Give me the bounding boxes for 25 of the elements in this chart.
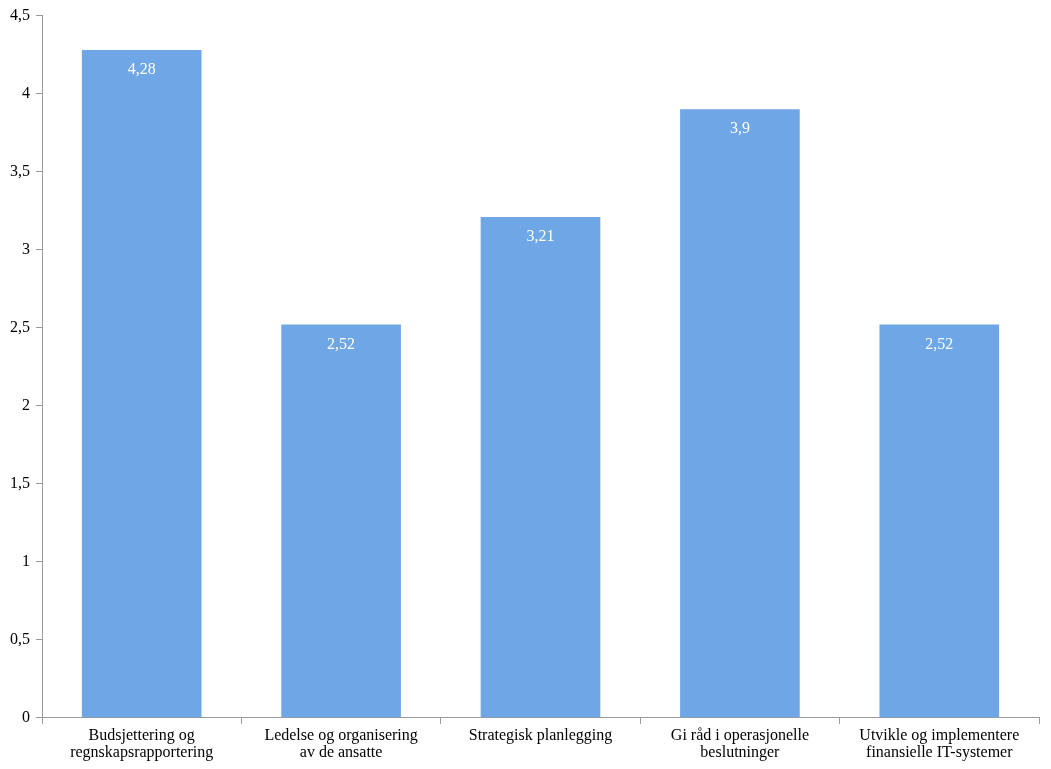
data-label: 3,9 (729, 119, 750, 137)
data-label: 2,52 (925, 334, 954, 352)
x-tick-label: Strategisk planlegging (468, 725, 613, 744)
data-label: 4,28 (127, 60, 156, 78)
bar (879, 324, 1000, 718)
bar (81, 49, 202, 718)
y-tick-label: 3,5 (10, 161, 30, 179)
data-label: 3,21 (526, 227, 555, 245)
bar (281, 324, 401, 718)
y-tick-label: 4,5 (10, 5, 30, 23)
y-tick-label: 1,5 (10, 473, 30, 491)
x-tick-label: Utvikle og implementere finansielle IT-systemer (859, 725, 1020, 762)
x-tick-label: Budsjettering og regnskapsrapportering (70, 725, 214, 762)
y-tick-label: 4 (22, 83, 30, 101)
y-tick-label: 2 (22, 395, 30, 413)
y-tick-label: 1 (22, 551, 30, 569)
y-tick-label: 0 (22, 708, 30, 725)
bar (480, 216, 601, 718)
x-tick-label: Ledelse og organisering av de ansatte (264, 725, 418, 761)
bar (680, 109, 800, 718)
y-tick-label: 3 (22, 239, 30, 257)
y-tick-label: 2,5 (10, 317, 30, 335)
y-tick-label: 0,5 (10, 629, 30, 647)
data-label: 2,52 (327, 334, 356, 352)
x-tick-label: Gi råd i operasjonelle beslutninger (670, 725, 809, 762)
